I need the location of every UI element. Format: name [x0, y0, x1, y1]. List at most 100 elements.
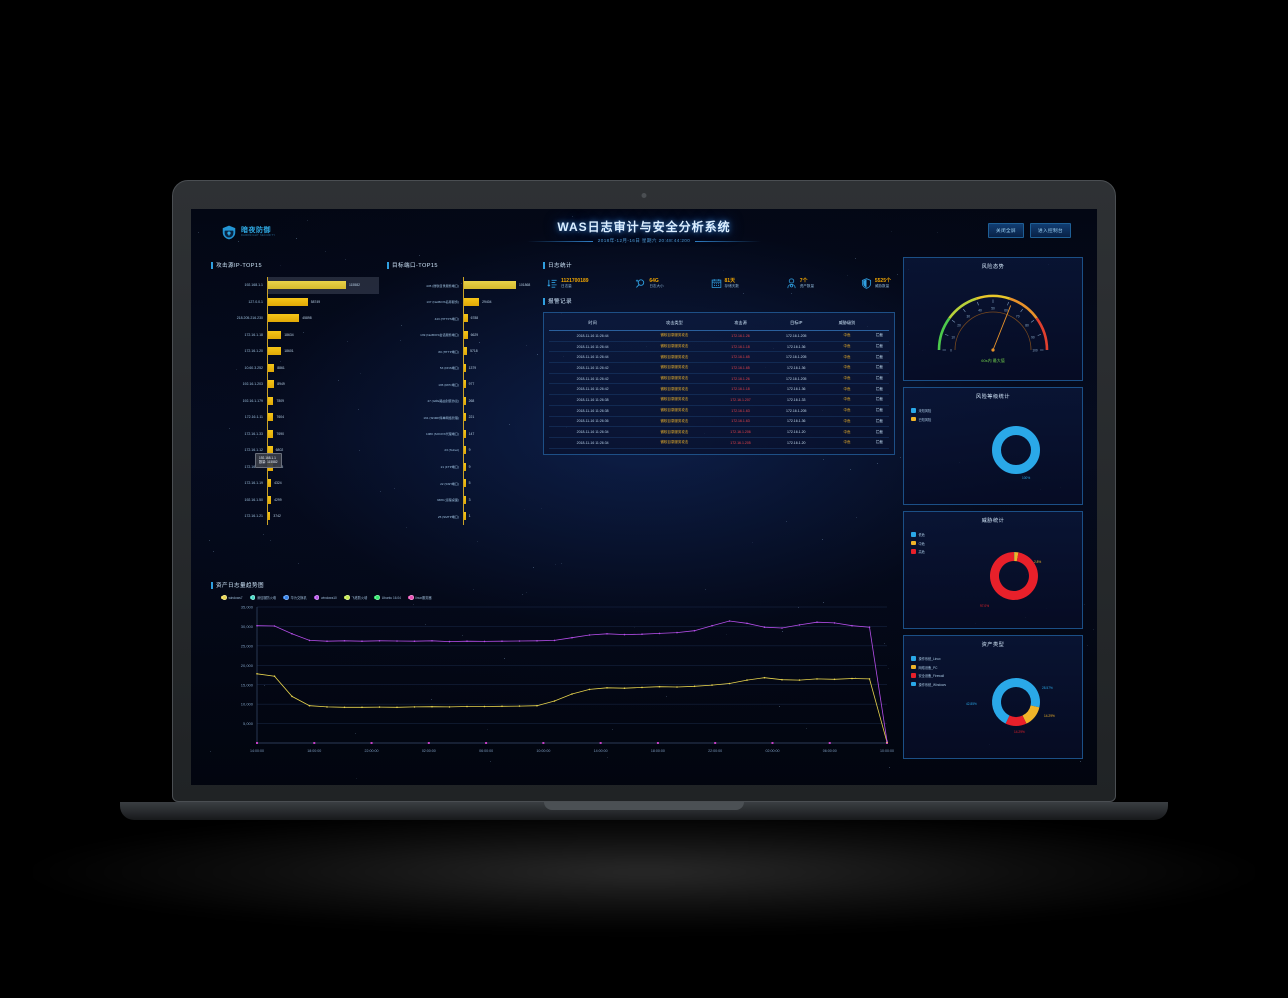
bar[interactable]	[268, 364, 274, 372]
bar-row[interactable]: 53 (DNS端口) 1379	[387, 360, 535, 377]
legend-item[interactable]: 操作系统_Linux	[911, 656, 946, 661]
bar-row[interactable]: 172.16.1.226635	[211, 459, 379, 476]
legend-item[interactable]: 操作系统_Windows	[911, 682, 946, 687]
bar[interactable]	[464, 397, 466, 405]
exit-fullscreen-button[interactable]: 关闭全屏	[988, 223, 1024, 238]
donut-legend[interactable]: 操作系统_Linux 网络设备_PC 安全设备_Firewall 操作系统_Windo…	[911, 656, 946, 687]
stat-item-3[interactable]: 7个 资产数量	[786, 278, 814, 289]
table-column-header[interactable]: 时间	[549, 317, 636, 331]
bar-row[interactable]: 192.16.1.179 7809	[211, 393, 379, 410]
trend-line-chart[interactable]: 5,000 10,000 15,000 20,000 25,000 30,000 35,00…	[211, 603, 895, 761]
legend-item[interactable]: 未知风险	[911, 408, 931, 413]
bar[interactable]	[268, 397, 273, 405]
bar-row[interactable]: 139 (NetBIOS会话服务端口) 6629	[387, 327, 535, 344]
table-row[interactable]: 2018-11-16 11:26:34 微软目录服务攻击 172.16.1.206 1…	[549, 427, 889, 438]
bar-row[interactable]: 47 (GRE路由封装协议) 268	[387, 393, 535, 410]
bar-row[interactable]: 445 (微软目录服务端口) 101868	[387, 277, 535, 294]
bar-row[interactable]: 172.16.1.20 18601	[211, 343, 379, 360]
asset-type-donut[interactable]: 操作系统_Linux 网络设备_PC 安全设备_Firewall 操作系统_Windo…	[904, 650, 1082, 750]
bar[interactable]	[464, 463, 466, 471]
bar-row[interactable]: 172.16.1.21 3742	[211, 508, 379, 525]
bar[interactable]	[268, 298, 308, 306]
legend-item[interactable]: linux服务器	[408, 595, 432, 600]
stat-item-4[interactable]: 5525个 威胁数量	[861, 278, 891, 289]
target-port-bar-chart[interactable]: 445 (微软目录服务端口) 101868 137 (NetBIOS名称服务) 294…	[387, 277, 535, 525]
bar[interactable]	[464, 364, 466, 372]
table-row[interactable]: 2018-11-16 11:26:38 微软目录服务攻击 172.16.1.207 1…	[549, 395, 889, 406]
table-row[interactable]: 2018-11-16 11:26:44 微软目录服务攻击 172.16.1.18 17…	[549, 341, 889, 352]
stat-item-0[interactable]: 1121700189 日志量	[547, 278, 589, 289]
legend-item[interactable]: 深信服防火墙	[250, 595, 277, 600]
bar[interactable]	[268, 314, 299, 322]
bar-row[interactable]: 137 (NetBIOS名称服务) 29404	[387, 294, 535, 311]
table-row[interactable]: 2018-11-16 11:26:36 微软目录服务攻击 172.16.1.63 17…	[549, 416, 889, 427]
risk-level-donut[interactable]: 未知风险 已知风险 100%	[904, 402, 1082, 498]
table-column-header[interactable]	[870, 317, 889, 331]
table-row[interactable]: 2018-11-16 11:26:34 微软目录服务攻击 172.16.1.205 1…	[549, 437, 889, 448]
bar[interactable]	[268, 479, 271, 487]
table-row[interactable]: 2018-11-16 11:26:42 微软目录服务攻击 172.16.1.26 17…	[549, 373, 889, 384]
legend-item[interactable]: 低危	[911, 532, 925, 537]
bar[interactable]	[268, 430, 273, 438]
table-column-header[interactable]: 攻击类型	[636, 317, 712, 331]
bar[interactable]	[464, 430, 466, 438]
table-column-header[interactable]: 目标IP	[768, 317, 824, 331]
bar[interactable]	[464, 298, 479, 306]
bar-row[interactable]: 135 (RPC端口) 977	[387, 376, 535, 393]
bar-row[interactable]: 25 (SMTP端口) 1	[387, 508, 535, 525]
bar[interactable]	[268, 413, 273, 421]
bar[interactable]	[464, 496, 466, 504]
bar-row[interactable]: 192.168.1.1 115582	[211, 277, 379, 294]
stat-item-1[interactable]: 64G 日志大小	[635, 278, 663, 289]
bar[interactable]	[268, 512, 270, 520]
legend-item[interactable]: 已知风险	[911, 417, 931, 422]
bar-row[interactable]: 161 (SNMP简单网络管理) 221	[387, 409, 535, 426]
bar[interactable]	[464, 347, 467, 355]
table-row[interactable]: 2018-11-16 11:26:44 微软目录服务攻击 172.16.1.65 17…	[549, 352, 889, 363]
table-row[interactable]: 2018-11-16 11:26:38 微软目录服务攻击 172.16.1.63 17…	[549, 405, 889, 416]
bar-row[interactable]: 21 (FTP端口) 9	[387, 459, 535, 476]
bar-row[interactable]: 1080 (SOCKS代理端口) 147	[387, 426, 535, 443]
legend-item[interactable]: 飞塔防火墙	[344, 595, 367, 600]
bar[interactable]	[464, 479, 466, 487]
bar-row[interactable]: 172.16.1.11 7604	[211, 409, 379, 426]
legend-item[interactable]: Ubuntu 16.04	[374, 596, 401, 600]
bar[interactable]	[464, 281, 516, 289]
bar[interactable]	[464, 413, 466, 421]
bar-row[interactable]: 3389 (远程桌面) 3	[387, 492, 535, 509]
table-row[interactable]: 2018-11-16 11:26:42 微软目录服务攻击 172.16.1.65 17…	[549, 363, 889, 374]
bar-row[interactable]: 22 (SSH端口) 5	[387, 475, 535, 492]
risk-gauge-body[interactable]: 0 10 20 30 40 50 60 70 80 90 100 60s内 最大值	[904, 272, 1082, 374]
alarm-records-table[interactable]: 时间 攻击类型 攻击源 目标IP 威胁级别 2018-11-16 11:26:44 微软目…	[549, 317, 889, 449]
legend-item[interactable]: 华为交换机	[283, 595, 306, 600]
bar[interactable]	[464, 314, 468, 322]
table-row[interactable]: 2018-11-16 11:26:42 微软目录服务攻击 172.16.1.18 17…	[549, 384, 889, 395]
bar-row[interactable]: 23 (Telnet) 9	[387, 442, 535, 459]
bar[interactable]	[268, 496, 271, 504]
table-row[interactable]: 2018-11-16 11:26:44 微软目录服务攻击 172.16.1.26 17…	[549, 331, 889, 342]
stat-item-2[interactable]: 81天 存储天数	[711, 278, 739, 289]
legend-item[interactable]: windows10	[314, 596, 337, 600]
legend-item[interactable]: windows7	[221, 596, 243, 600]
trend-legend[interactable]: windows7 深信服防火墙 华为交换机 windows10 飞塔防火墙 Ubuntu …	[211, 595, 895, 600]
attack-ip-bar-chart[interactable]: 192.168.1.1 115582 127.0.0.1 58749 218.205.2…	[211, 277, 379, 525]
bar[interactable]	[268, 347, 281, 355]
table-column-header[interactable]: 攻击源	[713, 317, 769, 331]
bar-row[interactable]: 127.0.0.1 58749	[211, 294, 379, 311]
bar[interactable]	[268, 281, 346, 289]
legend-item[interactable]: 高危	[911, 549, 925, 554]
bar-row[interactable]: 10.60.3.252 8861	[211, 360, 379, 377]
bar[interactable]	[464, 446, 466, 454]
bar[interactable]	[464, 331, 468, 339]
legend-item[interactable]: 中危	[911, 541, 925, 546]
bar-row[interactable]: 172.16.1.18 18634	[211, 327, 379, 344]
donut-legend[interactable]: 低危 中危 高危	[911, 532, 925, 554]
bar[interactable]	[268, 331, 281, 339]
threat-stats-donut[interactable]: 低危 中危 高危 2.8% 97.0%	[904, 526, 1082, 622]
bar-row[interactable]: 80 (HTTP端口) 5718	[387, 343, 535, 360]
legend-item[interactable]: 安全设备_Firewall	[911, 673, 946, 678]
bar[interactable]	[464, 512, 466, 520]
bar-row[interactable]: 218.205.216.230 45898	[211, 310, 379, 327]
enter-console-button[interactable]: 进入控制台	[1030, 223, 1071, 238]
bar[interactable]	[268, 380, 274, 388]
